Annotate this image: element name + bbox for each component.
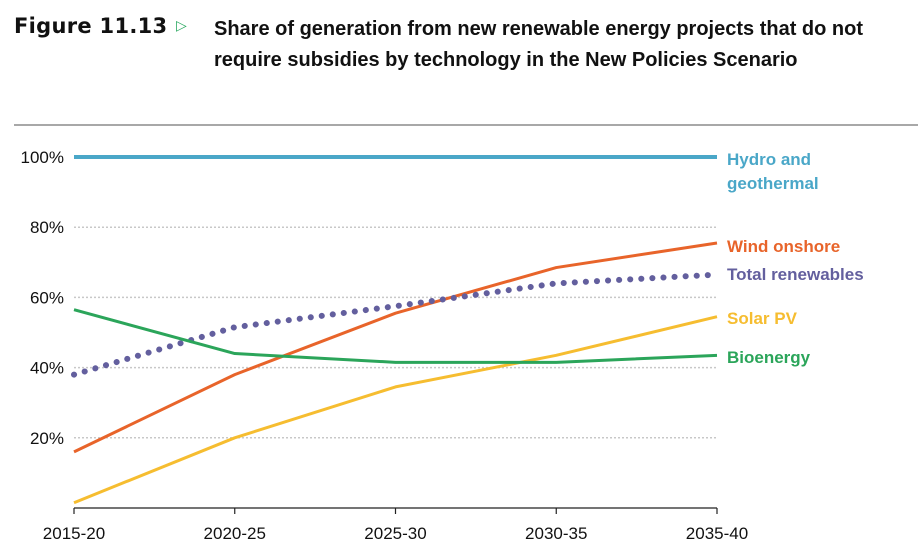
series-line-total-renewables: [71, 271, 720, 378]
legend-label-solar-pv: Solar PV: [727, 309, 798, 328]
x-tick-label: 2025-30: [364, 524, 426, 543]
series-lines: [71, 155, 720, 505]
x-tick-label: 2035-40: [686, 524, 748, 543]
figure-title: Share of generation from new renewable e…: [214, 18, 864, 71]
series-line-bioenergy: [73, 308, 718, 364]
legend-label-wind-onshore: Wind onshore: [727, 237, 840, 256]
y-tick-label: 40%: [30, 359, 64, 378]
y-tick-label: 100%: [21, 148, 64, 167]
x-tick-label: 2030-35: [525, 524, 587, 543]
legend-label-bioenergy: Bioenergy: [727, 348, 811, 367]
x-axis: 2015-20 2020-25 2025-30 2030-35 2035-40: [43, 507, 748, 543]
legend-label-hydro-and-geothermal: geothermal: [727, 174, 819, 193]
x-tick-label: 2020-25: [204, 524, 266, 543]
y-tick-label: 80%: [30, 218, 64, 237]
figure-label: Figure 11.13: [14, 14, 168, 38]
y-tick-label: 60%: [30, 288, 64, 307]
legend-label-total-renewables: Total renewables: [727, 265, 864, 284]
legend-label-hydro-and-geothermal: Hydro and: [727, 150, 811, 169]
y-tick-label: 20%: [30, 429, 64, 448]
gridlines: [74, 226, 717, 439]
x-tick-label: 2015-20: [43, 524, 105, 543]
top-divider: [14, 124, 918, 126]
triangle-right-icon: ▷: [176, 18, 187, 34]
y-axis-ticks: 20% 40% 60% 80% 100%: [21, 148, 64, 448]
legend-labels: Hydro and geothermal Wind onshore Total ren…: [727, 150, 864, 367]
